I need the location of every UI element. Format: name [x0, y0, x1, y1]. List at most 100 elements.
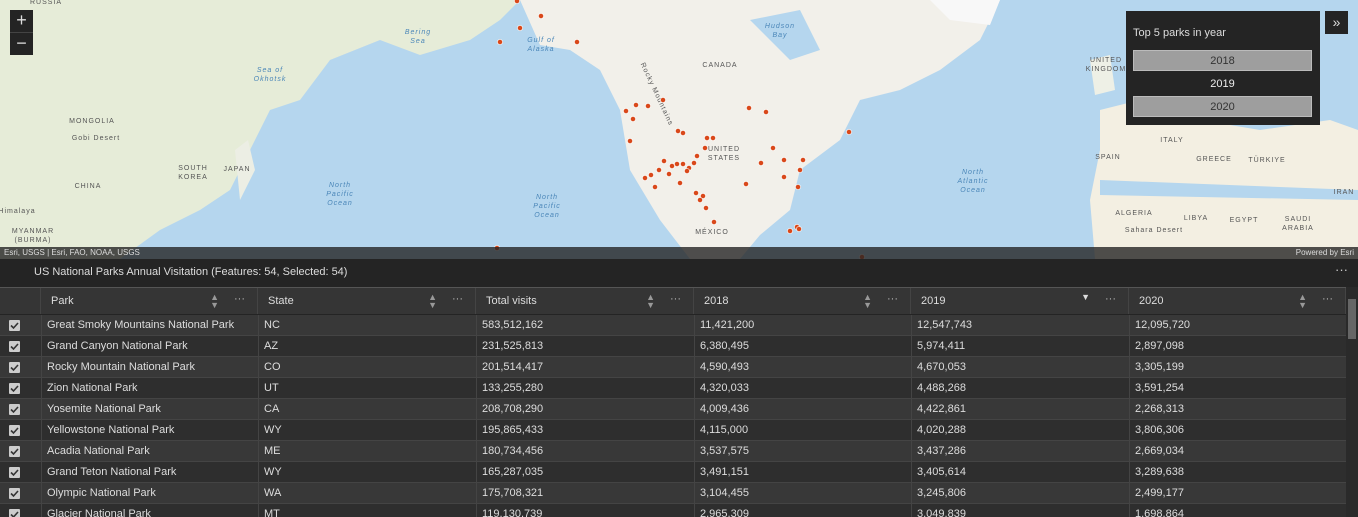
park-marker[interactable]	[660, 97, 666, 103]
park-marker[interactable]	[517, 25, 523, 31]
park-marker[interactable]	[652, 184, 658, 190]
park-marker[interactable]	[700, 193, 706, 199]
park-marker[interactable]	[758, 160, 764, 166]
park-marker[interactable]	[633, 102, 639, 108]
table-row[interactable]: Glacier National Park MT 119,130,739 2,965,…	[0, 504, 1346, 517]
row-checkbox[interactable]	[9, 425, 20, 436]
park-marker[interactable]	[746, 105, 752, 111]
park-marker[interactable]	[661, 158, 667, 164]
park-marker[interactable]	[704, 135, 710, 141]
column-header-text: 2018	[704, 295, 729, 307]
zoom-out[interactable]: −	[10, 33, 33, 55]
column-header[interactable]: Total visits ▲ ▼ ···	[476, 288, 694, 314]
sort-icon[interactable]: ▲ ▼	[210, 293, 219, 309]
expand-button[interactable]: »	[1325, 11, 1348, 34]
park-marker[interactable]	[514, 0, 520, 4]
column-menu[interactable]: ···	[452, 293, 463, 305]
row-checkbox[interactable]	[9, 446, 20, 457]
park-marker[interactable]	[703, 205, 709, 211]
park-marker[interactable]	[691, 160, 697, 166]
row-checkbox[interactable]	[9, 341, 20, 352]
park-marker[interactable]	[666, 171, 672, 177]
year-button[interactable]: 2019	[1133, 73, 1312, 94]
park-marker[interactable]	[674, 161, 680, 167]
park-marker[interactable]	[743, 181, 749, 187]
row-checkbox[interactable]	[9, 509, 20, 517]
park-marker[interactable]	[656, 167, 662, 173]
park-marker[interactable]	[630, 116, 636, 122]
table-row[interactable]: Olympic National Park WA 175,708,321 3,104,…	[0, 483, 1346, 504]
park-marker[interactable]	[797, 167, 803, 173]
column-menu[interactable]: ···	[670, 293, 681, 305]
park-marker[interactable]	[763, 109, 769, 115]
column-header[interactable]: Park ▲ ▼ ···	[41, 288, 258, 314]
table-row[interactable]: Acadia National Park ME 180,734,456 3,537,5…	[0, 441, 1346, 462]
park-marker[interactable]	[497, 39, 503, 45]
map-label-line: Atlantic	[957, 178, 989, 185]
year-button[interactable]: 2020	[1133, 96, 1312, 117]
table-row[interactable]: Zion National Park UT 133,255,280 4,320,033…	[0, 378, 1346, 399]
table-row[interactable]: Yellowstone National Park WY 195,865,433 4,…	[0, 420, 1346, 441]
table-row[interactable]: Grand Canyon National Park AZ 231,525,813 6…	[0, 336, 1346, 357]
attribution-right[interactable]: Powered by Esri	[1295, 248, 1354, 257]
park-marker[interactable]	[677, 180, 683, 186]
column-header[interactable]: State ▲ ▼ ···	[258, 288, 476, 314]
park-marker[interactable]	[680, 161, 686, 167]
column-menu[interactable]: ···	[887, 293, 898, 305]
row-checkbox[interactable]	[9, 488, 20, 499]
column-menu[interactable]: ···	[1105, 293, 1116, 305]
park-marker[interactable]	[711, 219, 717, 225]
park-marker[interactable]	[648, 172, 654, 178]
park-marker[interactable]	[675, 128, 681, 134]
column-header[interactable]: 2020 ▲ ▼ ···	[1129, 288, 1346, 314]
park-marker[interactable]	[645, 103, 651, 109]
park-marker[interactable]	[787, 228, 793, 234]
table-row[interactable]: Rocky Mountain National Park CO 201,514,41…	[0, 357, 1346, 378]
park-marker[interactable]	[680, 130, 686, 136]
park-marker[interactable]	[710, 135, 716, 141]
park-marker[interactable]	[574, 39, 580, 45]
park-marker[interactable]	[538, 13, 544, 19]
park-marker[interactable]	[627, 138, 633, 144]
column-menu[interactable]: ···	[234, 293, 245, 305]
column-header[interactable]: 2019 ▼ ···	[911, 288, 1129, 314]
park-marker[interactable]	[697, 197, 703, 203]
park-marker[interactable]	[623, 108, 629, 114]
row-checkbox[interactable]	[9, 320, 20, 331]
map-label: SPAIN	[1095, 154, 1121, 161]
park-marker[interactable]	[796, 226, 802, 232]
park-marker[interactable]	[846, 129, 852, 135]
sort-icon[interactable]: ▼	[1081, 293, 1090, 301]
park-marker[interactable]	[800, 157, 806, 163]
sort-icon[interactable]: ▲ ▼	[646, 293, 655, 309]
park-marker[interactable]	[694, 153, 700, 159]
year-button[interactable]: 2018	[1133, 50, 1312, 71]
park-marker[interactable]	[795, 184, 801, 190]
sort-icon[interactable]: ▲ ▼	[863, 293, 872, 309]
row-checkbox[interactable]	[9, 362, 20, 373]
park-marker[interactable]	[669, 163, 675, 169]
park-marker[interactable]	[702, 145, 708, 151]
row-checkbox[interactable]	[9, 404, 20, 415]
column-header[interactable]: 2018 ▲ ▼ ···	[694, 288, 911, 314]
table-row[interactable]: Yosemite National Park CA 208,708,290 4,009…	[0, 399, 1346, 420]
column-menu[interactable]: ···	[1322, 293, 1333, 305]
park-marker[interactable]	[781, 174, 787, 180]
scrollbar[interactable]	[1346, 287, 1358, 517]
row-checkbox[interactable]	[9, 383, 20, 394]
table-row[interactable]: Grand Teton National Park WY 165,287,035 3,…	[0, 462, 1346, 483]
table-menu[interactable]: ···	[1335, 262, 1348, 277]
park-marker[interactable]	[781, 157, 787, 163]
table-cell: Glacier National Park	[47, 508, 151, 517]
park-marker[interactable]	[684, 168, 690, 174]
sort-icon[interactable]: ▲ ▼	[1298, 293, 1307, 309]
park-marker[interactable]	[770, 145, 776, 151]
table-row[interactable]: Great Smoky Mountains National Park NC 583…	[0, 315, 1346, 336]
cell-divider	[1129, 378, 1130, 399]
row-checkbox[interactable]	[9, 467, 20, 478]
cell-divider	[258, 357, 259, 378]
sort-icon[interactable]: ▲ ▼	[428, 293, 437, 309]
park-marker[interactable]	[693, 190, 699, 196]
park-marker[interactable]	[642, 175, 648, 181]
zoom-in[interactable]: +	[10, 10, 33, 33]
